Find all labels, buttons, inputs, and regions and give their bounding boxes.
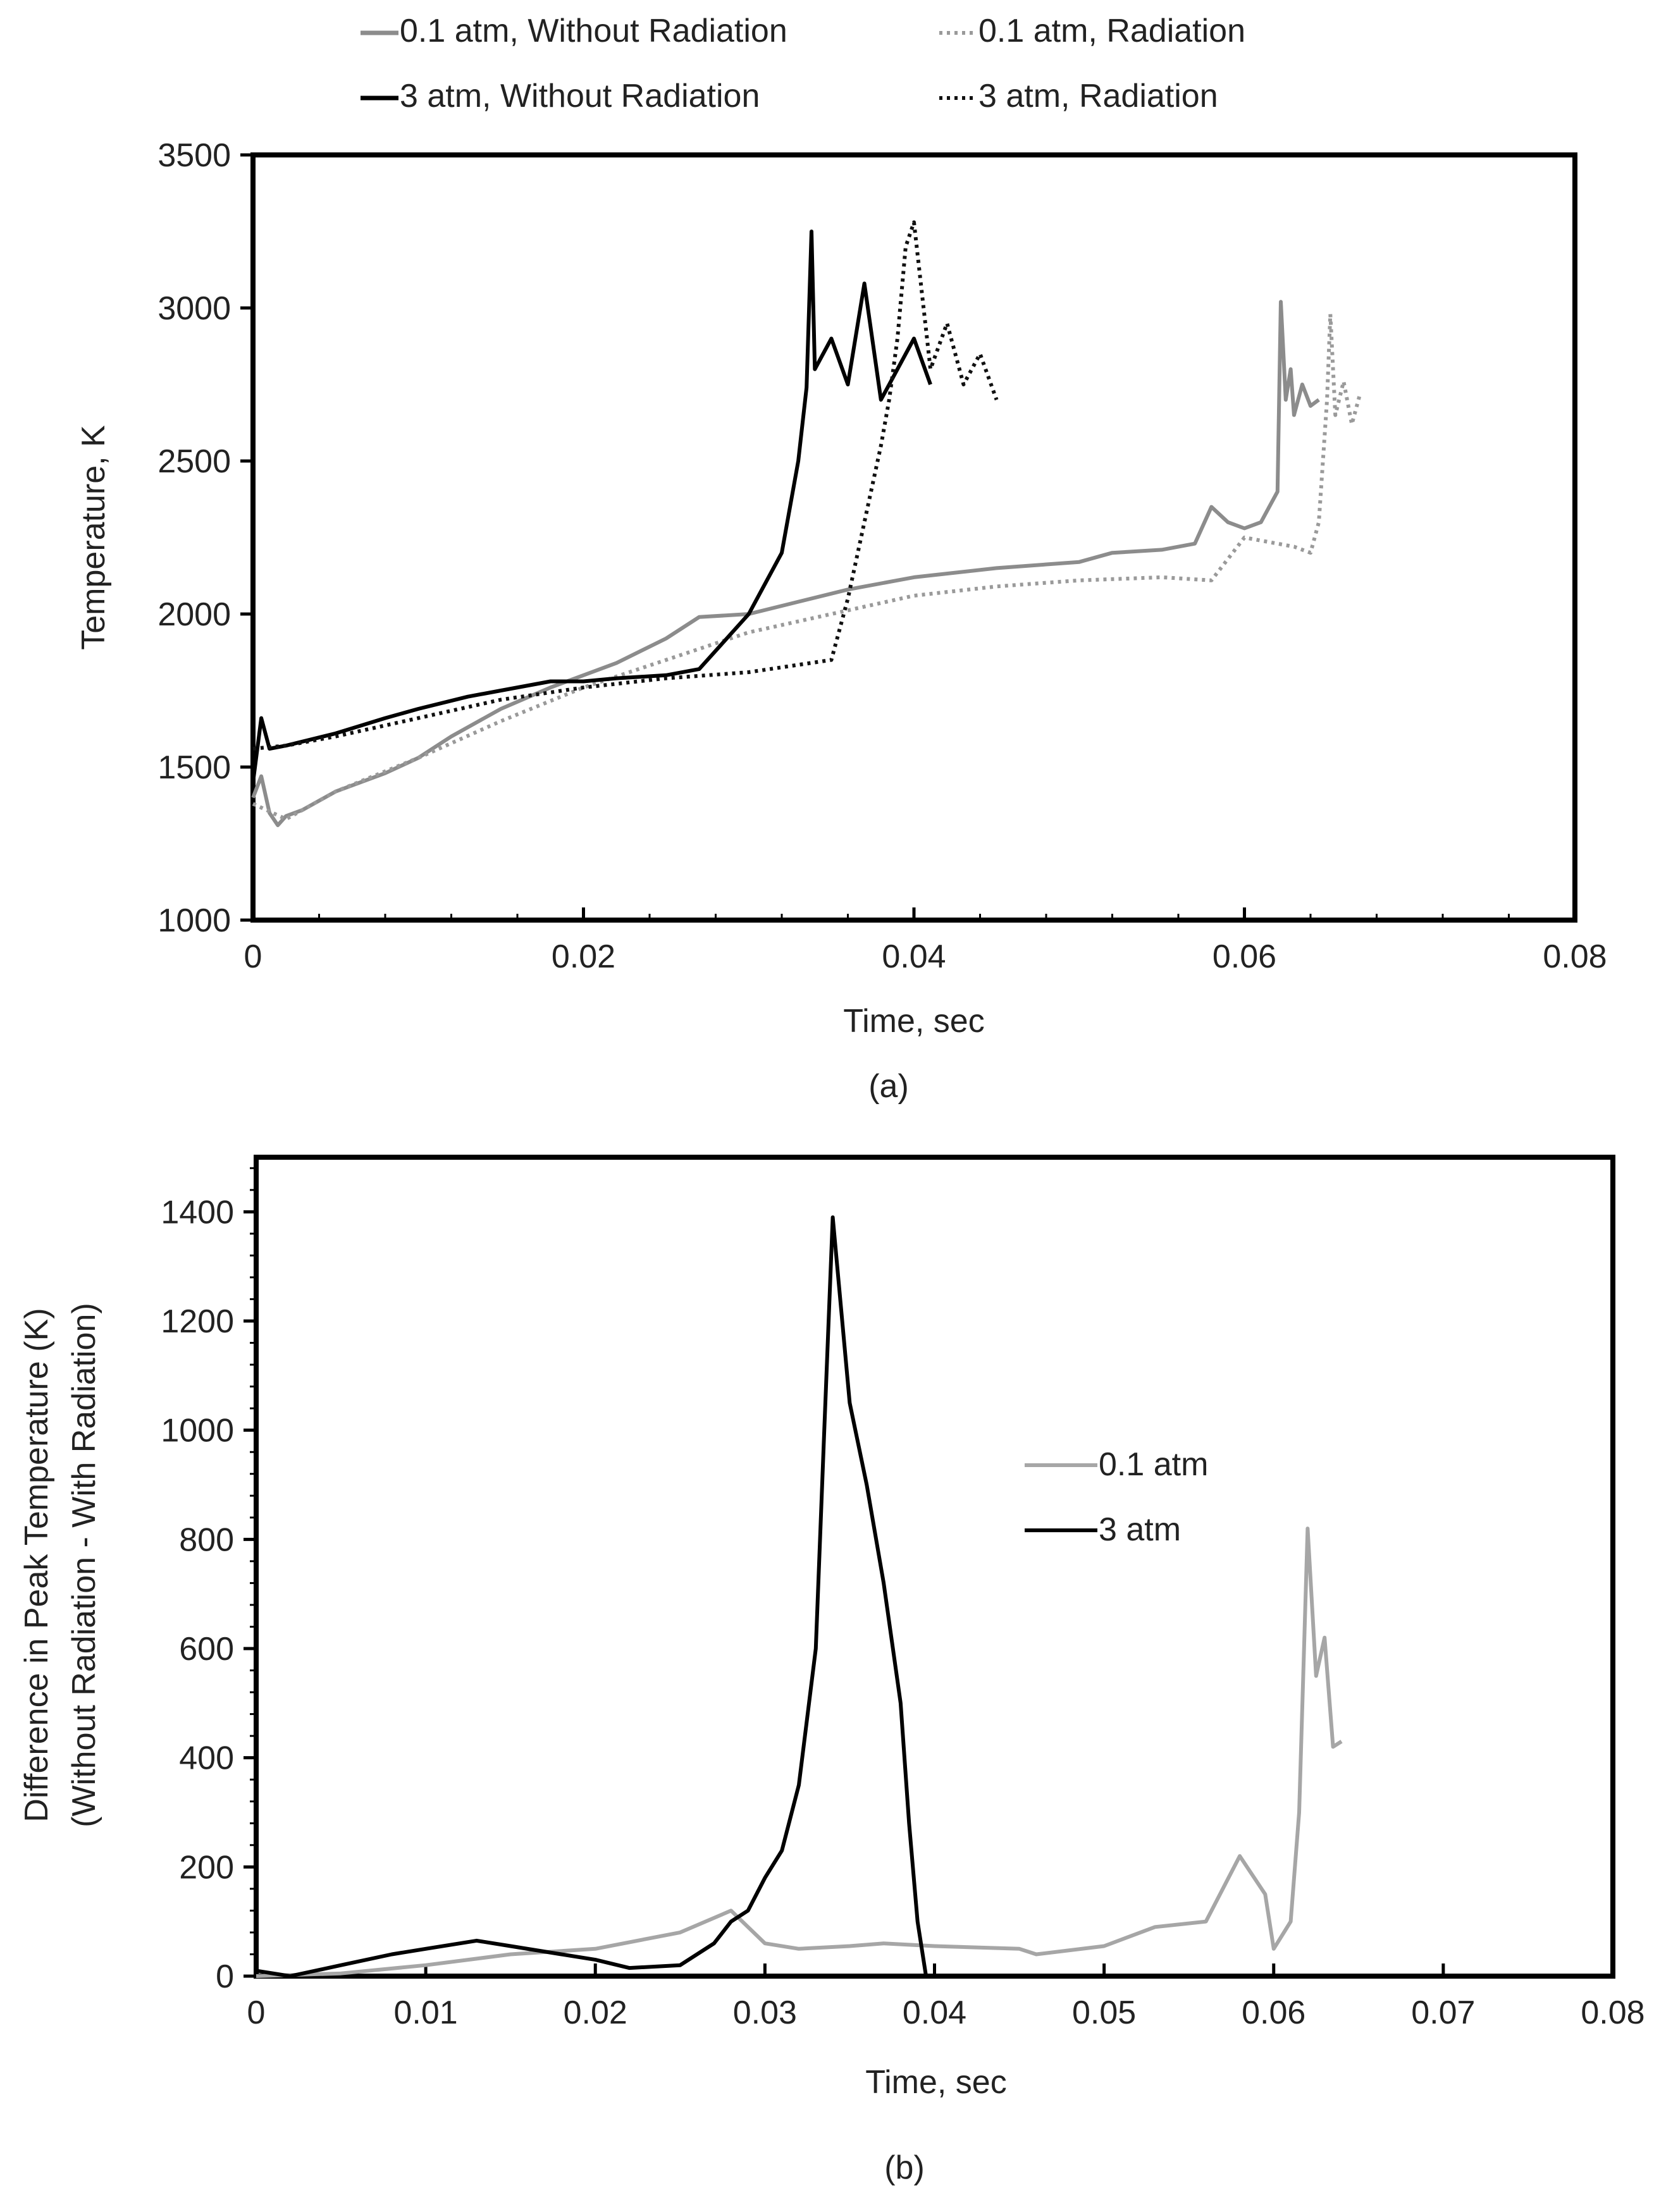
x-axis-b: 0 0.01 0.02 0.03 0.04 0.05 0.06 0.07 0.08 — [247, 1963, 1645, 2031]
y-tick-label: 0 — [216, 1958, 234, 1995]
y-tick-label: 3000 — [157, 290, 231, 327]
chart-caption: (a) — [868, 1068, 909, 1105]
x-axis-a: 0 0.02 0.04 0.06 0.08 — [244, 907, 1607, 975]
series-group-b — [256, 1215, 1343, 1978]
series-line-0-1-atm — [256, 1527, 1343, 1978]
legend-label: 0.1 atm, Radiation — [978, 13, 1245, 49]
legend-label: 3 atm — [1099, 1511, 1181, 1548]
series-group-a — [251, 220, 1362, 827]
y-axis-label-secondary: (Without Radiation - With Radiation) — [66, 1303, 102, 1827]
legend-b: 0.1 atm 3 atm — [1025, 1446, 1208, 1548]
series-line-0-1-atm-without-radiation — [251, 300, 1320, 827]
y-tick-label: 1400 — [161, 1194, 234, 1231]
series-line-3-atm-radiation — [252, 220, 999, 751]
y-tick-label: 800 — [179, 1521, 234, 1558]
y-axis-b: 0 200 400 600 800 1000 1200 1400 — [161, 1167, 256, 1995]
chart-b: 0 0.01 0.02 0.03 0.04 0.05 0.06 0.07 0.08 0 200 40… — [18, 1155, 1645, 2186]
x-tick-label: 0.02 — [552, 938, 615, 975]
y-tick-label: 1000 — [157, 902, 231, 939]
y-tick-label: 400 — [179, 1740, 234, 1777]
legend-label: 0.1 atm, Without Radiation — [400, 13, 787, 49]
x-tick-label: 0.06 — [1242, 1994, 1305, 2031]
y-tick-label: 2000 — [157, 596, 231, 633]
legend-a: 0.1 atm, Without Radiation 0.1 atm, Radi… — [361, 13, 1245, 114]
legend-label: 3 atm, Without Radiation — [400, 78, 760, 114]
y-axis-label: Difference in Peak Temperature (K) — [18, 1308, 55, 1822]
legend-label: 3 atm, Radiation — [978, 78, 1218, 114]
y-axis-label: Temperature, K — [75, 425, 112, 650]
y-tick-label: 600 — [179, 1631, 234, 1668]
y-axis-a: 1000 1500 2000 2500 3000 3500 — [157, 137, 253, 939]
x-tick-label: 0.04 — [903, 1994, 966, 2031]
x-tick-label: 0.05 — [1072, 1994, 1136, 2031]
y-tick-label: 3500 — [157, 137, 231, 174]
x-tick-label: 0.06 — [1212, 938, 1276, 975]
series-line-3-atm — [256, 1215, 929, 1978]
chart-caption: (b) — [884, 2149, 925, 2186]
x-tick-label: 0.08 — [1581, 1994, 1644, 2031]
y-tick-label: 2500 — [157, 443, 231, 480]
y-tick-label: 200 — [179, 1849, 234, 1886]
y-tick-label: 1500 — [157, 749, 231, 786]
x-tick-label: 0.08 — [1543, 938, 1607, 975]
chart-a: 0.1 atm, Without Radiation 0.1 atm, Radi… — [75, 13, 1607, 1105]
x-axis-label: Time, sec — [865, 2064, 1006, 2101]
x-tick-label: 0 — [244, 938, 262, 975]
x-tick-label: 0.04 — [882, 938, 946, 975]
y-tick-label: 1200 — [161, 1303, 234, 1340]
x-axis-label: Time, sec — [843, 1003, 984, 1040]
x-tick-label: 0.03 — [733, 1994, 797, 2031]
plot-area-a — [250, 152, 1577, 923]
x-tick-label: 0.02 — [564, 1994, 627, 2031]
x-tick-label: 0.01 — [394, 1994, 458, 2031]
series-line-3-atm-without-radiation — [251, 230, 932, 783]
x-tick-label: 0.07 — [1411, 1994, 1475, 2031]
y-tick-label: 1000 — [161, 1413, 234, 1449]
legend-label: 0.1 atm — [1099, 1446, 1208, 1483]
x-tick-label: 0 — [247, 1994, 266, 2031]
plot-area-b — [254, 1155, 1615, 1979]
